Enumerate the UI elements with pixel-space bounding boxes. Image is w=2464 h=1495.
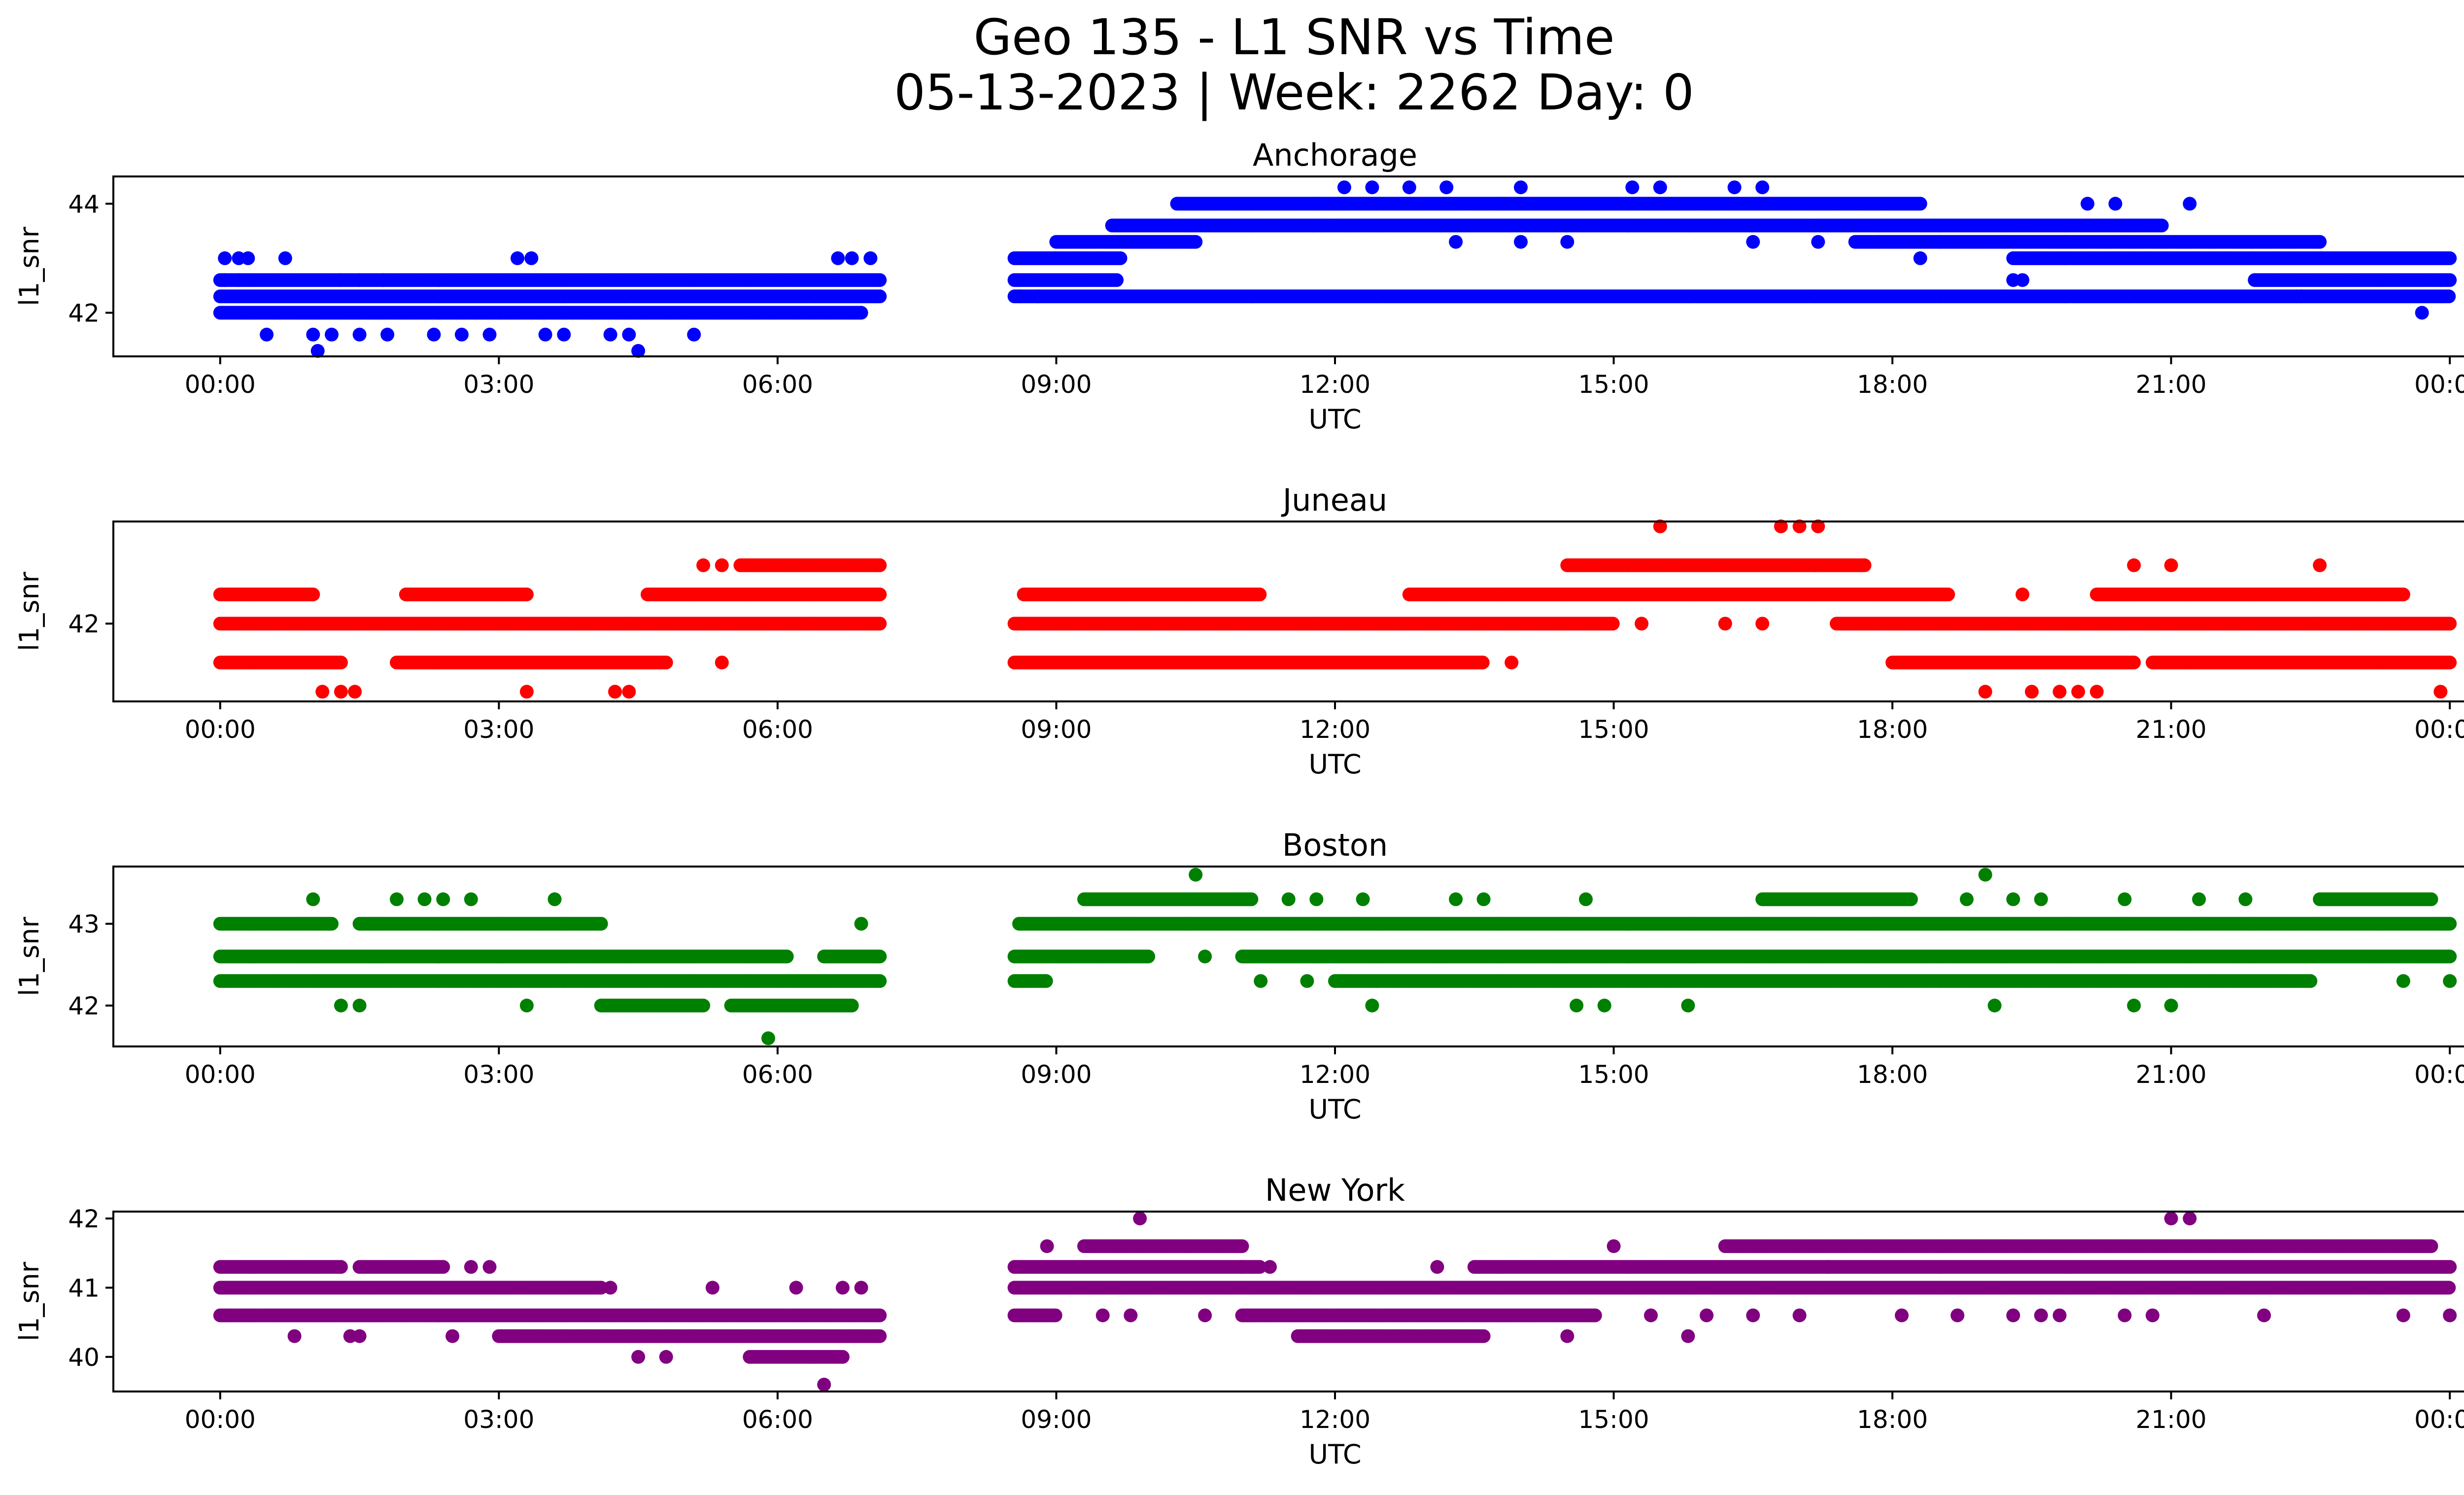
data-point — [687, 327, 701, 342]
data-point — [2081, 197, 2094, 211]
data-point — [622, 327, 636, 342]
data-point — [2294, 289, 2308, 304]
data-point — [2108, 197, 2122, 211]
data-point — [1811, 235, 1825, 249]
data-point — [334, 273, 348, 287]
data-point — [845, 251, 859, 265]
data-point — [241, 251, 255, 265]
data-point — [2442, 289, 2456, 304]
data-point — [873, 588, 887, 601]
data-point — [557, 327, 571, 342]
data-point — [1337, 180, 1351, 195]
data-point — [873, 273, 887, 287]
x-tick-label: 03:00 — [463, 370, 534, 399]
data-point — [1606, 617, 1620, 631]
data-point — [1746, 235, 1760, 249]
data-point — [1913, 251, 1927, 265]
x-tick-label: 18:00 — [1857, 370, 1928, 399]
x-tick-label: 00:00 — [2414, 370, 2464, 399]
data-point — [1560, 235, 1574, 249]
data-point — [1514, 235, 1528, 249]
data-point — [2313, 235, 2327, 249]
data-point — [873, 289, 887, 304]
data-point — [2415, 306, 2429, 320]
data-point — [454, 327, 469, 342]
data-point — [1727, 180, 1742, 195]
data-point — [306, 588, 320, 601]
data-point — [380, 327, 395, 342]
x-tick-label: 15:00 — [1578, 370, 1649, 399]
subplot-title: Anchorage — [1253, 137, 1417, 173]
x-tick-label: 09:00 — [1021, 370, 1092, 399]
figure-title-line1: Geo 135 - L1 SNR vs Time — [974, 8, 1615, 66]
data-point — [1913, 197, 1927, 211]
data-point — [1012, 289, 1026, 304]
data-point — [1030, 289, 1045, 304]
data-point — [1113, 251, 1128, 265]
x-tick-label: 21:00 — [2136, 370, 2207, 399]
data-point — [524, 251, 539, 265]
data-point — [2016, 273, 2029, 287]
data-point — [1110, 273, 1124, 287]
x-tick-label: 06:00 — [742, 370, 813, 399]
subplot-anchorage: Anchorage 00:00 03:00 06:00 09:00 12:00 15:00 1… — [14, 137, 2464, 435]
data-point — [218, 273, 232, 287]
subplots: Anchorage 00:00 03:00 06:00 09:00 12:00 15:00 1… — [14, 137, 2464, 1470]
data-point — [511, 251, 524, 265]
data-point — [519, 588, 534, 601]
data-point — [538, 327, 552, 342]
data-point — [376, 273, 390, 287]
data-point — [2155, 218, 2169, 233]
data-series — [213, 180, 2457, 358]
data-point — [831, 251, 845, 265]
data-point — [873, 617, 887, 631]
data-point — [2183, 197, 2197, 211]
y-tick-label: 44 — [68, 190, 100, 218]
data-point — [352, 327, 367, 342]
x-tick-label: 00:00 — [185, 370, 256, 399]
data-point — [603, 327, 617, 342]
data-point — [260, 327, 274, 342]
data-point — [1439, 180, 1454, 195]
data-point — [2443, 617, 2457, 631]
y-tick-label: 42 — [68, 299, 100, 328]
data-point — [482, 327, 497, 342]
figure-title-line2: 05-13-2023 | Week: 2262 Day: 0 — [894, 64, 1694, 121]
subplot-title: Juneau — [1281, 482, 1387, 518]
data-point — [1449, 235, 1463, 249]
data-point — [1514, 180, 1528, 195]
data-point — [218, 251, 232, 265]
data-point — [427, 327, 441, 342]
data-point — [1653, 180, 1667, 195]
data-point — [306, 327, 320, 342]
data-point — [1625, 180, 1640, 195]
data-point — [2443, 273, 2457, 287]
data-point — [352, 273, 367, 287]
data-point — [232, 273, 246, 287]
data-point — [325, 327, 339, 342]
data-point — [278, 251, 292, 265]
data-point — [854, 306, 868, 320]
data-point — [1402, 180, 1416, 195]
data-point — [1365, 180, 1379, 195]
y-axis-label: l1_snr — [14, 226, 45, 306]
data-point — [863, 251, 878, 265]
data-point — [2443, 251, 2457, 265]
x-tick-label: 12:00 — [1300, 370, 1370, 399]
x-axis-label: UTC — [1308, 404, 1361, 435]
data-point — [1755, 180, 1770, 195]
data-point — [1189, 235, 1203, 249]
